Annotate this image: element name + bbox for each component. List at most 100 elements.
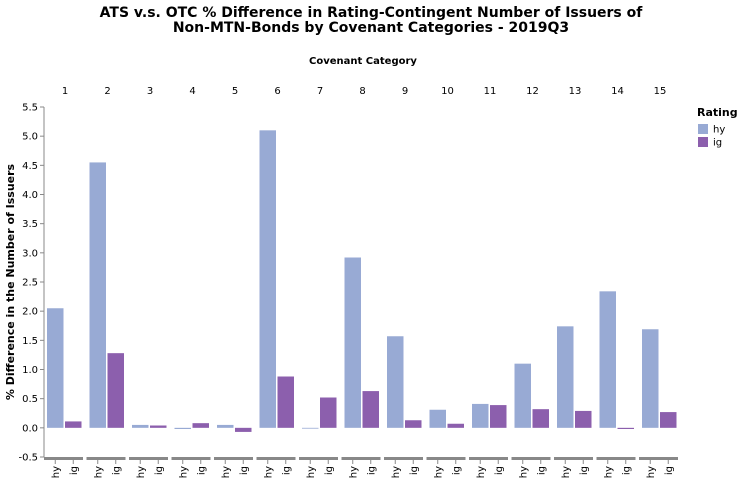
x-tick-label: ig — [154, 466, 165, 475]
x-tick-label: ig — [494, 466, 505, 475]
y-tick-label: 3.5 — [22, 219, 38, 230]
x-tick-label: hy — [51, 466, 62, 478]
column-header-label: 8 — [359, 86, 365, 97]
bar — [174, 427, 191, 429]
x-tick-label: hy — [136, 466, 147, 478]
bar — [490, 405, 507, 428]
bar — [429, 409, 446, 428]
y-tick-label: 0.5 — [22, 394, 38, 405]
column-header-label: 9 — [402, 86, 408, 97]
y-tick-label: 3.0 — [22, 248, 38, 259]
column-header-label: 13 — [569, 86, 582, 97]
bar — [447, 423, 464, 428]
bar — [65, 421, 82, 428]
legend-swatch — [698, 124, 708, 134]
chart-title-line-1: ATS v.s. OTC % Difference in Rating-Cont… — [100, 5, 644, 21]
bar — [642, 329, 659, 428]
bar — [575, 410, 592, 428]
bar — [89, 162, 106, 428]
x-tick-label: hy — [306, 466, 317, 478]
bar — [235, 427, 252, 432]
x-tick-label: ig — [536, 466, 547, 475]
legend-swatch — [698, 137, 708, 147]
x-tick-label: hy — [263, 466, 274, 478]
x-tick-label: ig — [366, 466, 377, 475]
column-header-label: 3 — [147, 86, 153, 97]
x-tick-label: ig — [409, 466, 420, 475]
bar — [302, 427, 319, 429]
legend: Rating hy ig — [697, 106, 738, 149]
x-tick-label: hy — [646, 466, 657, 478]
legend-label: hy — [713, 125, 725, 136]
y-tick-label: 2.5 — [22, 278, 38, 289]
x-tick-label: ig — [324, 466, 335, 475]
x-tick-label: hy — [221, 466, 232, 478]
x-tick-label: ig — [69, 466, 80, 475]
y-tick-label: 4.5 — [22, 161, 38, 172]
bar — [514, 363, 531, 428]
column-header-label: 5 — [232, 86, 238, 97]
x-tick-label: ig — [239, 466, 250, 475]
x-tick-label: ig — [451, 466, 462, 475]
column-header-label: 14 — [611, 86, 624, 97]
column-header-label: 1 — [62, 86, 68, 97]
column-header-label: 11 — [484, 86, 497, 97]
x-tick-label: ig — [196, 466, 207, 475]
x-tick-label: ig — [621, 466, 632, 475]
bar — [387, 336, 404, 428]
x-tick-label: hy — [178, 466, 189, 478]
column-header-label: 15 — [654, 86, 667, 97]
column-header-label: 2 — [104, 86, 110, 97]
bar — [344, 257, 361, 428]
x-tick-label: ig — [111, 466, 122, 475]
y-axis-title: % Difference in the Number of Issuers — [4, 163, 17, 400]
column-axis-title: Covenant Category — [309, 56, 417, 67]
x-tick-label: hy — [518, 466, 529, 478]
column-header-label: 12 — [526, 86, 539, 97]
bar — [660, 412, 677, 428]
bar — [472, 403, 489, 428]
x-tick-label: hy — [391, 466, 402, 478]
bar — [320, 397, 337, 428]
y-tick-label: 1.0 — [22, 365, 38, 376]
plot-area: -0.5 0.0 0.5 1.0 1.5 2.0 2.5 3.0 3.5 4.0 4.5 5.0 5.5… — [18, 86, 678, 478]
bar — [107, 353, 124, 428]
bar — [259, 130, 276, 428]
y-tick-label: -0.5 — [18, 453, 38, 464]
bar — [532, 409, 549, 428]
bar — [362, 391, 379, 428]
x-tick-label: ig — [579, 466, 590, 475]
x-tick-label: hy — [348, 466, 359, 478]
y-tick-label: 5.0 — [22, 132, 38, 143]
x-tick-label: hy — [603, 466, 614, 478]
bar — [557, 326, 574, 428]
legend-label: ig — [713, 138, 722, 149]
bar — [405, 420, 422, 428]
x-tick-label: hy — [476, 466, 487, 478]
x-tick-label: hy — [433, 466, 444, 478]
y-tick-label: 5.5 — [22, 103, 38, 114]
bar — [132, 424, 149, 428]
bar — [192, 423, 209, 428]
x-tick-label: hy — [561, 466, 572, 478]
y-tick-label: 4.0 — [22, 190, 38, 201]
y-tick-label: 0.0 — [22, 423, 38, 434]
x-tick-label: ig — [281, 466, 292, 475]
chart-title-line-2: Non-MTN-Bonds by Covenant Categories - 2… — [173, 20, 569, 36]
column-header-label: 7 — [317, 86, 323, 97]
x-tick-label: hy — [93, 466, 104, 478]
bar — [277, 376, 294, 428]
column-header-label: 6 — [274, 86, 280, 97]
y-tick-label: 2.0 — [22, 307, 38, 318]
bar — [617, 427, 634, 429]
bar — [47, 308, 64, 428]
x-tick-label: ig — [664, 466, 675, 475]
legend-title: Rating — [697, 106, 738, 119]
column-header-label: 10 — [441, 86, 454, 97]
y-tick-label: 1.5 — [22, 336, 38, 347]
bar — [599, 291, 616, 428]
bar — [150, 425, 167, 428]
bar — [217, 424, 234, 428]
column-header-label: 4 — [189, 86, 195, 97]
